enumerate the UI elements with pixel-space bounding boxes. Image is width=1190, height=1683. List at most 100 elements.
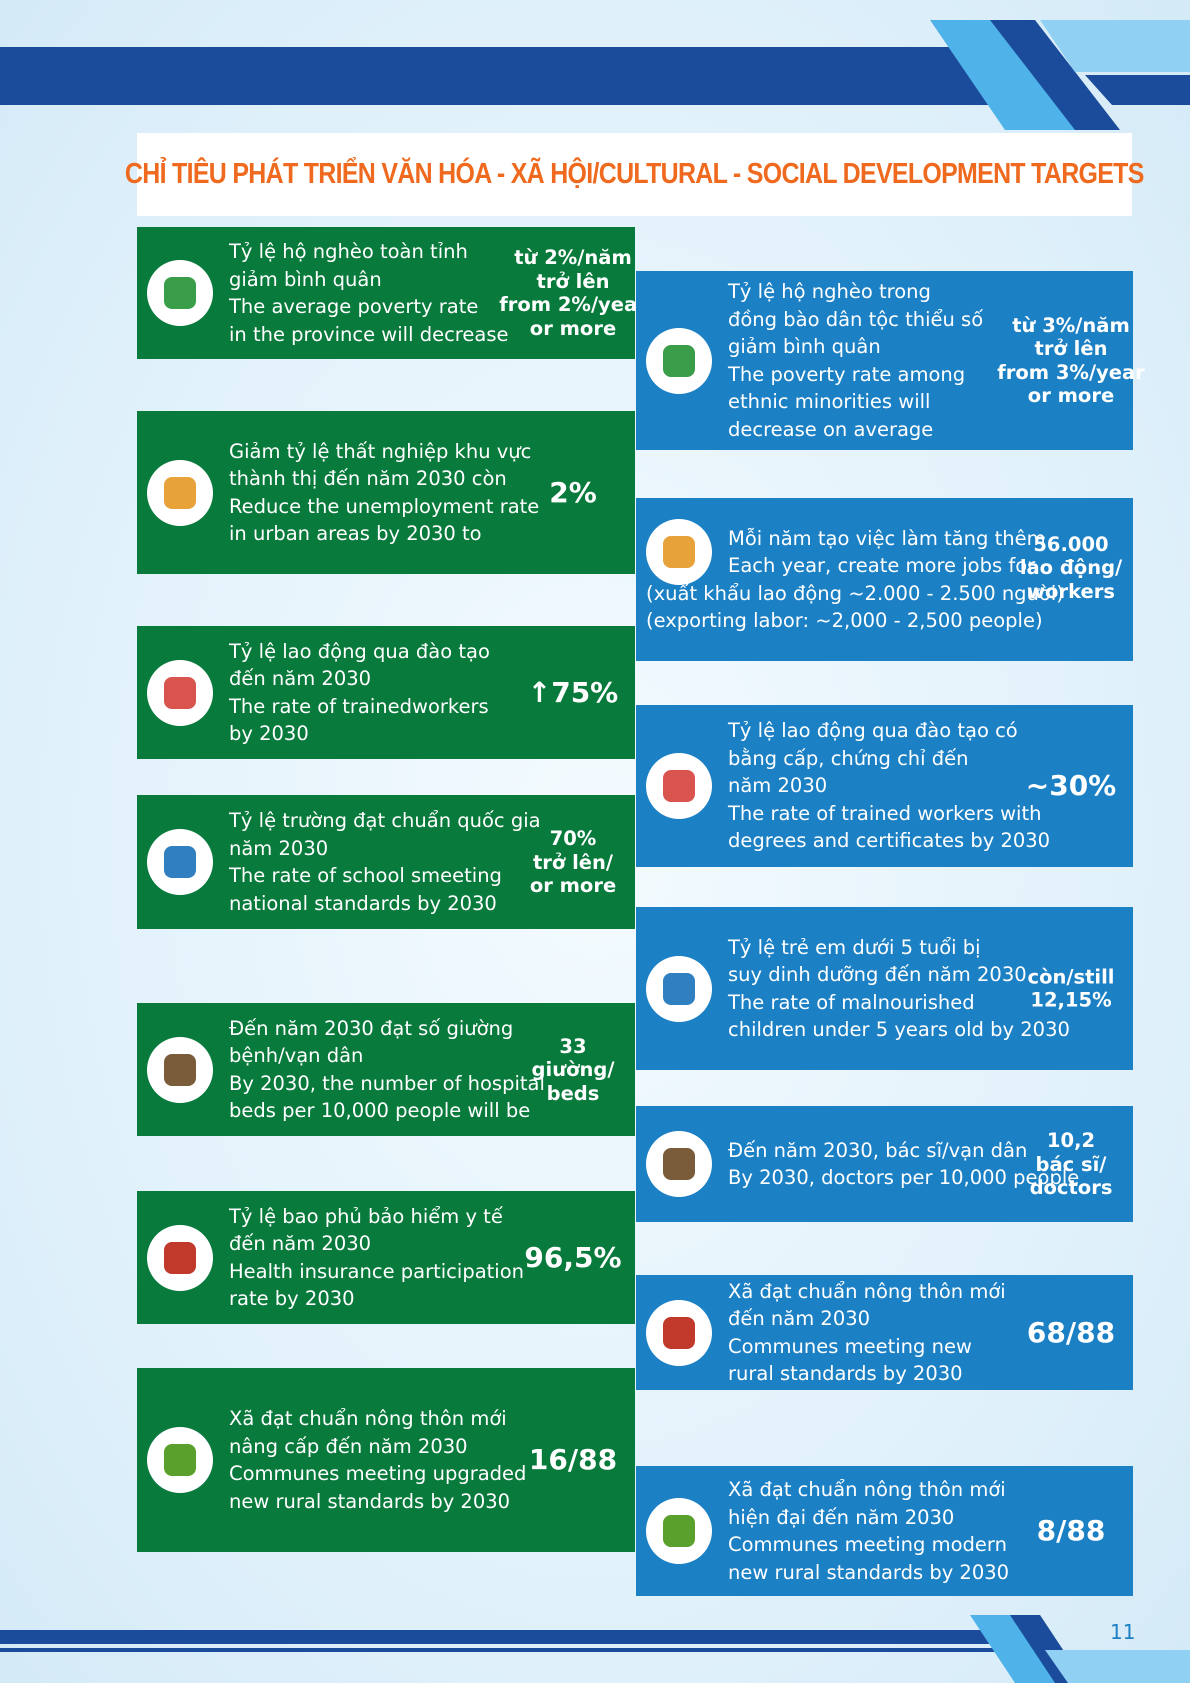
icon: [646, 1299, 712, 1366]
icon-art: [663, 972, 695, 1005]
target-value: 56.000 lao động/workers: [1020, 532, 1122, 603]
icon: [147, 1427, 213, 1493]
text-line: in urban areas by 2030 to: [229, 522, 482, 545]
text-line: Each year, create more jobs for: [728, 554, 1036, 577]
card-text: Tỷ lệ hộ nghèo trong đồng bào dân tộc thi…: [728, 278, 983, 443]
note-line: (exporting labor: ~2,000 - 2,500 people): [646, 609, 1043, 632]
stripe: [930, 20, 1085, 130]
target-value: 8/88: [1037, 1514, 1106, 1548]
text-line: suy dinh dưỡng đến năm 2030: [728, 963, 1027, 986]
value-line: ↑75%: [527, 675, 619, 709]
target-value: từ 2%/năm trở lên from 2%/year or more: [499, 246, 647, 340]
text-line: đến năm 2030: [229, 667, 372, 690]
target-card: Đến năm 2030, bác sĩ/vạn dân By 2030, doc…: [636, 1106, 1133, 1222]
target-card: Tỷ lệ lao động qua đào tạo có bằng cấp, c…: [636, 705, 1133, 867]
icon: [646, 327, 712, 394]
icon: [147, 459, 213, 526]
text-line: nâng cấp đến năm 2030: [229, 1434, 468, 1458]
icon: [646, 1498, 712, 1564]
icon-art: [164, 1444, 196, 1476]
text-line: Tỷ lệ lao động qua đào tạo có: [728, 719, 1018, 743]
text-line: Xã đạt chuẩn nông thôn mới: [229, 1407, 507, 1430]
text-line: Tỷ lệ hộ nghèo toàn tỉnh: [229, 240, 468, 263]
card-text: Tỷ lệ trẻ em dưới 5 tuổi bị suy dinh dưỡn…: [728, 934, 1070, 1044]
text-line: national standards by 2030: [229, 891, 497, 915]
value-line: from 2%/year: [499, 293, 647, 316]
value-line: 68/88: [1026, 1315, 1116, 1349]
note-line: (xuất khẩu lao động ~2.000 - 2.500 người…: [646, 581, 1064, 605]
icon-art: [164, 846, 196, 878]
text-line: thành thị đến năm 2030 còn: [229, 467, 507, 490]
text-line: beds per 10,000 people will be: [229, 1099, 531, 1122]
text-line: By 2030, the number of hospital: [229, 1071, 545, 1095]
value-line: 16/88: [528, 1443, 618, 1476]
text-line: Xã đạt chuẩn nông thôn mới: [728, 1478, 1006, 1501]
icon: [147, 1224, 213, 1291]
text-line: năm 2030: [728, 774, 828, 798]
icon: [147, 260, 213, 326]
target-value: 10,2 bác sĩ/doctors: [1030, 1129, 1113, 1200]
text-line: Tỷ lệ trường đạt chuẩn quốc gia: [229, 809, 541, 832]
text-line: by 2030: [229, 722, 309, 745]
icon: [646, 519, 712, 585]
text-line: new rural standards by 2030: [229, 1489, 511, 1513]
text-line: The average poverty rate: [229, 295, 479, 318]
target-card: Tỷ lệ hộ nghèo trong đồng bào dân tộc thi…: [636, 271, 1145, 450]
text-line: Tỷ lệ bao phủ bảo hiểm y tế: [229, 1204, 503, 1228]
page-number: 11: [1110, 1620, 1136, 1644]
icon-art: [164, 1241, 196, 1274]
title: CHỈ TIÊU PHÁT TRIỂN VĂN HÓA - XÃ HỘI/CUL…: [125, 158, 1144, 190]
target-value: 2%: [549, 476, 597, 510]
text-line: Xã đạt chuẩn nông thôn mới: [728, 1279, 1006, 1303]
text-line: Tỷ lệ trẻ em dưới 5 tuổi bị: [728, 935, 981, 959]
value-line: 70%: [549, 826, 597, 850]
icon-art: [164, 676, 196, 709]
text-line: rural standards by 2030: [728, 1362, 963, 1385]
text-line: Mỗi năm tạo việc làm tăng thêm: [728, 526, 1046, 550]
text-line: decrease on average: [728, 417, 934, 441]
text-line: The rate of trainedworkers: [229, 694, 489, 718]
card-text: Mỗi năm tạo việc làm tăng thêm Each year,…: [728, 525, 1046, 580]
icon: [147, 829, 213, 895]
value-line: từ 2%/năm: [514, 246, 632, 269]
card-text: Xã đạt chuẩn nông thôn mới hiện đại đến n…: [728, 1476, 1009, 1586]
card-note: (xuất khẩu lao động ~2.000 - 2.500 người…: [646, 580, 1064, 635]
value-line: doctors: [1029, 1175, 1113, 1199]
footer-line: [0, 1648, 1000, 1652]
value-line: 56.000: [1033, 532, 1109, 556]
card-text: Tỷ lệ hộ nghèo toàn tỉnh giảm bình quân Th…: [229, 238, 509, 348]
text-line: Communes meeting modern: [728, 1533, 1007, 1556]
target-card: Tỷ lệ bao phủ bảo hiểm y tế đến năm 2030 H…: [137, 1191, 635, 1324]
text-line: Đến năm 2030 đạt số giường: [229, 1016, 514, 1040]
text-line: Tỷ lệ hộ nghèo trong: [728, 280, 931, 303]
icon-art: [164, 476, 196, 509]
target-value: còn/still 12,15%: [1028, 965, 1115, 1012]
card-text: Đến năm 2030, bác sĩ/vạn dân By 2030, doc…: [728, 1137, 1079, 1192]
stripe: [1040, 20, 1190, 72]
text-line: năm 2030: [229, 836, 329, 860]
card-text: Tỷ lệ lao động qua đào tạo đến năm 2030 Th…: [229, 638, 490, 748]
value-line: giường/: [531, 1057, 615, 1081]
icon: [646, 1131, 712, 1197]
card-text: Xã đạt chuẩn nông thôn mới đến năm 2030 Co…: [728, 1278, 1006, 1388]
value-line: trở lên: [1034, 337, 1108, 360]
value-line: or more: [1027, 384, 1115, 407]
text-line: The rate of trained workers with: [728, 801, 1042, 825]
card-text: Giảm tỷ lệ thất nghiệp khu vực thành thị …: [229, 438, 539, 548]
value-line: beds: [546, 1081, 600, 1105]
text-line: The poverty rate among: [728, 362, 966, 386]
text-line: children under 5 years old by 2030: [728, 1018, 1070, 1041]
icon-art: [164, 1053, 196, 1086]
text-line: Reduce the unemployment rate: [229, 494, 540, 518]
target-card: Xã đạt chuẩn nông thôn mới đến năm 2030 Co…: [636, 1275, 1133, 1390]
target-card: Tỷ lệ trường đạt chuẩn quốc gia năm 2030 T…: [137, 795, 635, 929]
value-line: workers: [1027, 579, 1115, 603]
value-line: trở lên/: [532, 850, 614, 874]
icon-art: [663, 1316, 695, 1349]
card-text: Xã đạt chuẩn nông thôn mới nâng cấp đến n…: [229, 1405, 526, 1515]
text-line: đến năm 2030: [229, 1232, 372, 1255]
card-text: Tỷ lệ lao động qua đào tạo có bằng cấp, c…: [728, 717, 1050, 855]
value-line: 2%: [549, 475, 597, 509]
target-card: Tỷ lệ hộ nghèo toàn tỉnh giảm bình quân Th…: [137, 227, 647, 359]
value-line: or more: [529, 873, 617, 897]
